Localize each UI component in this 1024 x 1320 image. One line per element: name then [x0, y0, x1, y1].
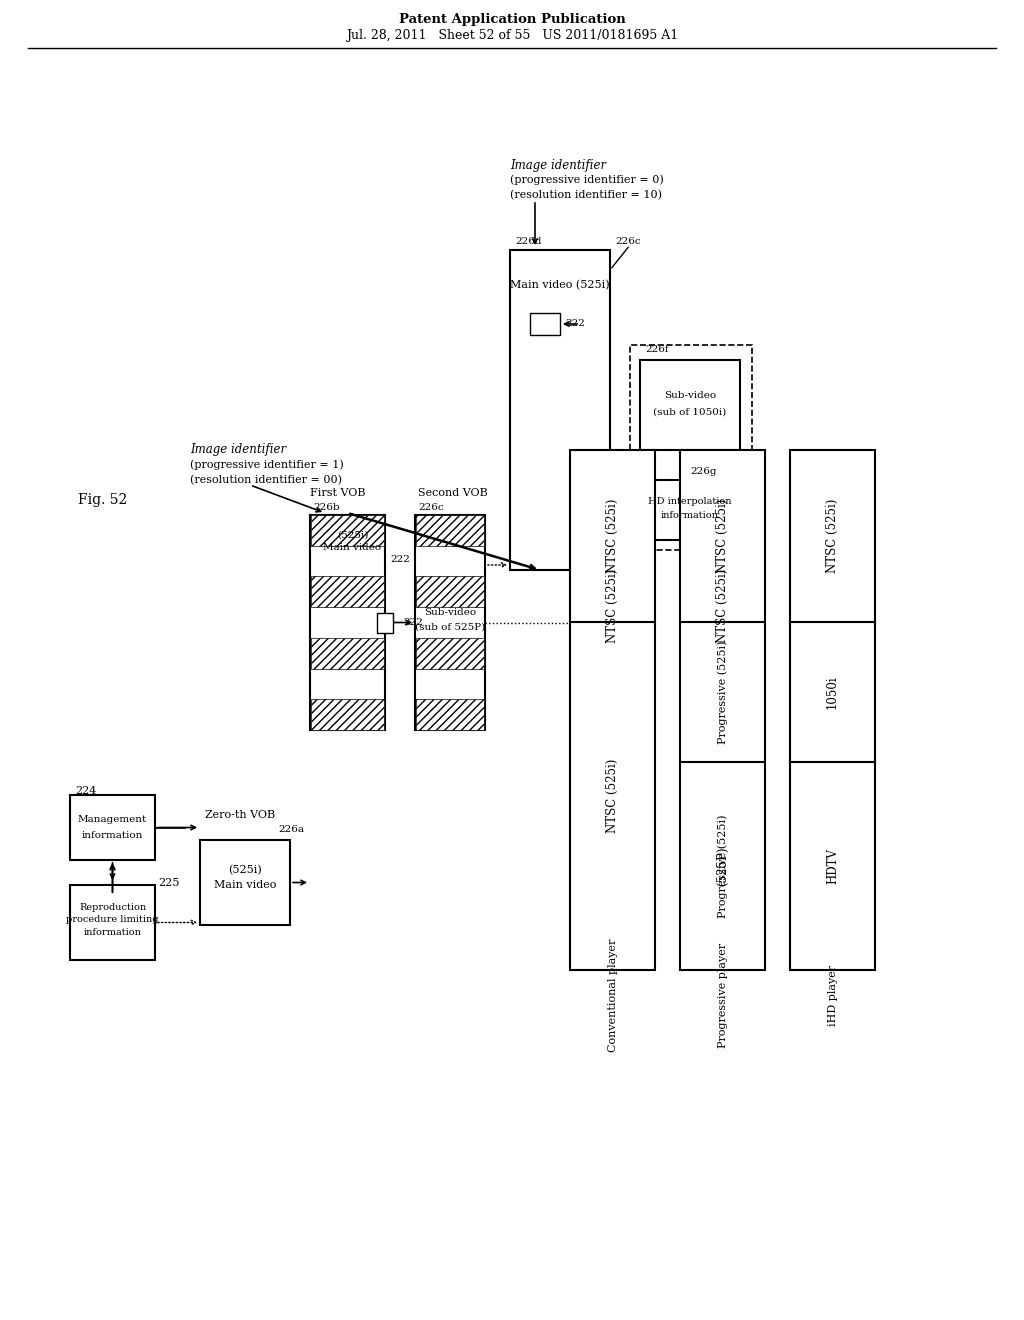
Text: Main video (525i): Main video (525i)	[510, 280, 610, 290]
Text: Sub-video: Sub-video	[664, 391, 716, 400]
Text: First VOB: First VOB	[310, 488, 366, 498]
Text: Main video: Main video	[324, 544, 382, 553]
Text: Second VOB: Second VOB	[418, 488, 487, 498]
Bar	[630, 345, 752, 550]
Text: Sub-video: Sub-video	[424, 609, 476, 616]
Bar	[640, 480, 740, 540]
Text: NTSC (525i): NTSC (525i)	[826, 499, 839, 573]
Bar	[311, 638, 384, 668]
Text: 226a: 226a	[278, 825, 304, 834]
Text: 225: 225	[158, 878, 179, 888]
Bar	[311, 700, 384, 730]
Text: 226c: 226c	[615, 238, 641, 247]
Text: 222: 222	[565, 319, 585, 329]
Bar	[70, 795, 155, 861]
Text: (sub of 525P): (sub of 525P)	[415, 623, 485, 632]
Text: (progressive identifier = 0): (progressive identifier = 0)	[510, 174, 664, 185]
Text: Patent Application Publication: Patent Application Publication	[398, 13, 626, 26]
Text: Main video: Main video	[214, 880, 276, 891]
Text: Management: Management	[78, 814, 147, 824]
Bar	[311, 515, 384, 545]
Bar	[416, 638, 484, 668]
Text: (sub of 1050i): (sub of 1050i)	[653, 408, 727, 417]
Text: Image identifier: Image identifier	[190, 444, 286, 457]
Text: Conventional player: Conventional player	[607, 939, 617, 1052]
Text: NTSC (525i): NTSC (525i)	[716, 569, 729, 643]
Text: Zero-th VOB: Zero-th VOB	[205, 810, 275, 820]
Text: HD interpolation: HD interpolation	[648, 498, 732, 507]
Bar	[570, 450, 655, 970]
Bar	[530, 313, 560, 335]
Text: information: information	[662, 511, 719, 520]
Text: (resolution identifier = 00): (resolution identifier = 00)	[190, 475, 342, 486]
Bar	[310, 515, 385, 730]
Bar	[311, 577, 384, 607]
Bar	[416, 577, 484, 607]
Text: Progressive (525i): Progressive (525i)	[717, 814, 728, 917]
Bar	[790, 450, 874, 970]
Text: (525P): (525P)	[716, 846, 729, 886]
Text: 224: 224	[75, 785, 96, 796]
Text: (resolution identifier = 10): (resolution identifier = 10)	[510, 190, 662, 201]
Bar	[510, 249, 610, 570]
Text: NTSC (525i): NTSC (525i)	[716, 499, 729, 573]
Text: Reproduction: Reproduction	[79, 903, 146, 912]
Text: 1050i: 1050i	[826, 675, 839, 709]
Text: 226d: 226d	[515, 238, 542, 247]
Bar	[680, 450, 765, 970]
Bar	[70, 884, 155, 960]
Text: 226c: 226c	[418, 503, 443, 511]
Text: 226f: 226f	[645, 346, 669, 355]
Text: Image identifier: Image identifier	[510, 158, 606, 172]
Text: (525i): (525i)	[228, 866, 262, 875]
Text: Fig. 52: Fig. 52	[78, 492, 127, 507]
Bar	[416, 700, 484, 730]
Text: NTSC (525i): NTSC (525i)	[606, 569, 618, 643]
Bar	[377, 612, 393, 632]
Text: procedure limiting: procedure limiting	[67, 915, 159, 924]
Text: Progressive (525i): Progressive (525i)	[717, 640, 728, 743]
Text: HDTV: HDTV	[826, 847, 839, 884]
Text: 226b: 226b	[313, 503, 340, 511]
Text: (progressive identifier = 1): (progressive identifier = 1)	[190, 459, 344, 470]
Text: 222: 222	[403, 618, 423, 627]
Text: 222: 222	[390, 556, 410, 565]
Bar	[640, 360, 740, 450]
Text: (525i): (525i)	[337, 531, 369, 540]
Text: Jul. 28, 2011   Sheet 52 of 55   US 2011/0181695 A1: Jul. 28, 2011 Sheet 52 of 55 US 2011/018…	[346, 29, 678, 42]
Text: 226g: 226g	[690, 467, 717, 477]
Text: NTSC (525i): NTSC (525i)	[606, 499, 618, 573]
Bar	[200, 840, 290, 925]
Text: information: information	[84, 928, 141, 937]
Text: iHD player: iHD player	[827, 965, 838, 1026]
Text: information: information	[82, 832, 143, 840]
Bar	[415, 515, 485, 730]
Text: Progressive player: Progressive player	[718, 942, 727, 1048]
Text: NTSC (525i): NTSC (525i)	[606, 759, 618, 833]
Bar	[416, 515, 484, 545]
